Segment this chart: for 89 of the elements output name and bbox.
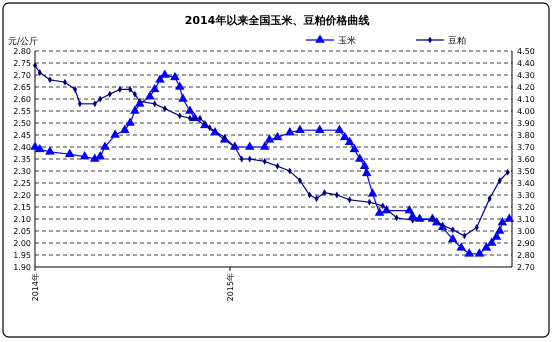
point: [145, 91, 155, 100]
point: [340, 132, 350, 140]
point: [178, 93, 188, 102]
point: [80, 151, 90, 160]
legend-label: 豆粕: [448, 36, 466, 46]
point: [45, 146, 55, 155]
y-tick-label: 2.40: [13, 143, 31, 152]
point: [350, 144, 360, 152]
y-tick-label: 2.45: [13, 131, 31, 140]
y-axis-title: 元/公斤: [8, 36, 38, 47]
point: [64, 148, 75, 157]
y2-tick-label: 2.70: [517, 263, 535, 272]
y-tick-label: 2.00: [13, 239, 31, 248]
point: [244, 141, 255, 150]
y-tick-label: 2.50: [13, 119, 31, 128]
y2-tick-label: 3.10: [517, 215, 535, 224]
y2-tick-label: 3.40: [517, 179, 535, 188]
y2-tick-label: 3.80: [517, 131, 535, 140]
y-tick-label: 2.65: [13, 83, 31, 92]
point: [360, 160, 370, 169]
y2-tick-label: 4.20: [517, 83, 535, 92]
point: [160, 69, 170, 78]
legend-label: 玉米: [338, 36, 356, 46]
point: [334, 124, 344, 133]
point: [155, 74, 165, 83]
y-tick-label: 2.25: [13, 179, 31, 188]
y2-tick-label: 3.90: [517, 119, 535, 128]
y-tick-label: 2.15: [13, 203, 31, 212]
point: [284, 127, 295, 136]
y2-tick-label: 2.80: [517, 251, 535, 260]
point: [260, 141, 270, 150]
point: [404, 205, 414, 214]
y-tick-label: 2.70: [13, 71, 31, 80]
y-tick-label: 2.10: [13, 215, 31, 224]
point: [492, 231, 502, 240]
x-tick-label: 2015年: [226, 273, 235, 302]
point: [120, 124, 130, 133]
point: [344, 136, 354, 145]
point: [464, 248, 474, 257]
point: [272, 132, 282, 140]
y-tick-label: 2.60: [13, 95, 31, 104]
y2-tick-label: 3.00: [517, 227, 535, 236]
y-tick-label: 2.75: [13, 59, 31, 68]
chart-title: 2014年以来全国玉米、豆粕价格曲线: [184, 14, 370, 27]
point: [486, 237, 497, 246]
y2-tick-label: 3.30: [517, 191, 535, 200]
y2-tick-label: 4.40: [517, 59, 535, 68]
point: [185, 105, 195, 114]
y2-tick-label: 3.70: [517, 143, 535, 152]
point: [482, 242, 492, 251]
y2-tick-label: 4.00: [517, 107, 535, 116]
point: [374, 207, 384, 216]
y-tick-label: 2.30: [13, 167, 31, 176]
point: [362, 168, 372, 176]
point: [474, 248, 484, 257]
y-tick-label: 2.05: [13, 227, 31, 236]
y2-tick-label: 4.50: [517, 47, 535, 56]
x-tick-label: 2014年: [31, 273, 40, 302]
y2-tick-label: 2.90: [517, 239, 535, 248]
y-tick-label: 1.90: [13, 263, 31, 272]
y2-tick-label: 4.10: [517, 95, 535, 104]
point: [100, 141, 110, 150]
point: [130, 105, 140, 114]
point: [174, 81, 185, 90]
y-tick-label: 1.95: [13, 251, 31, 260]
point: [368, 188, 378, 197]
y-tick-label: 2.20: [13, 191, 31, 200]
y2-tick-label: 4.30: [517, 71, 535, 80]
point: [504, 213, 514, 222]
point: [494, 225, 505, 234]
point: [456, 242, 466, 251]
y-tick-label: 2.80: [13, 47, 31, 56]
y-tick-label: 2.55: [13, 107, 31, 116]
y2-tick-label: 3.20: [517, 203, 535, 212]
point: [498, 217, 508, 226]
point: [110, 129, 120, 138]
point: [95, 151, 105, 160]
point: [314, 124, 325, 133]
point: [170, 72, 180, 80]
y2-tick-label: 3.60: [517, 155, 535, 164]
point: [150, 84, 160, 92]
y2-tick-label: 3.50: [517, 167, 535, 176]
y-tick-label: 2.35: [13, 155, 31, 164]
point: [125, 117, 135, 126]
point: [35, 144, 45, 152]
point: [354, 153, 365, 162]
point: [295, 124, 305, 133]
point: [448, 234, 458, 242]
point: [264, 134, 274, 143]
